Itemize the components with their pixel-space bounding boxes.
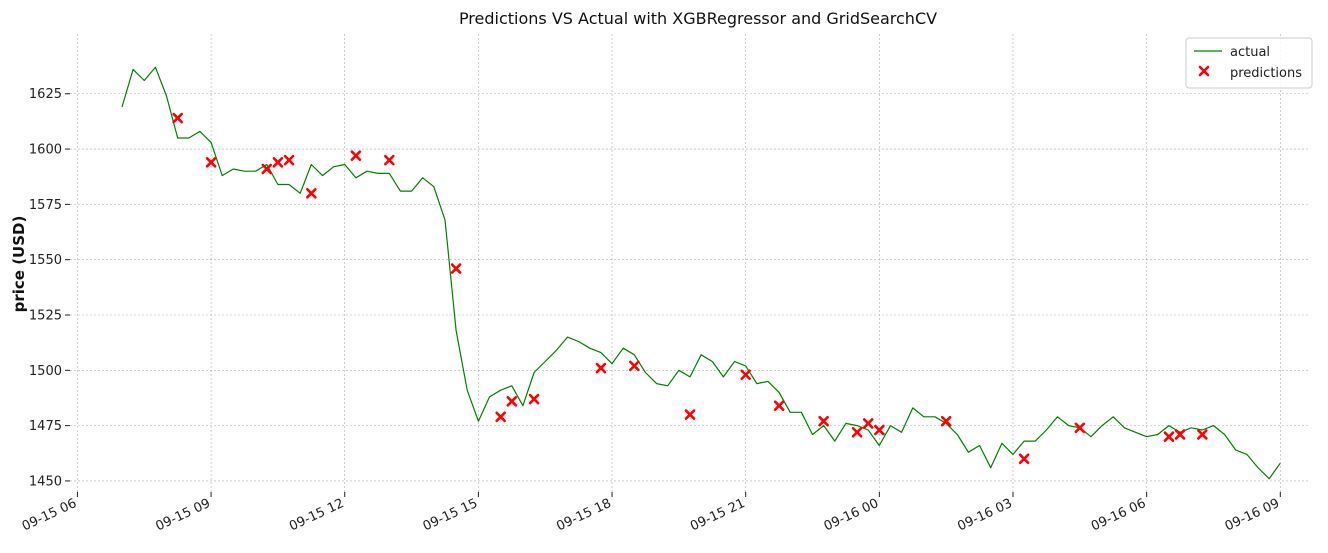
prediction-point xyxy=(261,163,273,175)
prediction-stroke xyxy=(1174,429,1186,440)
prediction-stroke xyxy=(818,415,829,427)
x-tick-label: 09-15 15 xyxy=(421,496,480,534)
prediction-stroke xyxy=(1163,431,1175,442)
prediction-point xyxy=(773,400,785,412)
prediction-point xyxy=(272,157,284,168)
prediction-stroke xyxy=(306,188,317,199)
prediction-point xyxy=(1163,431,1175,442)
prediction-point xyxy=(383,154,395,166)
x-tick-label: 09-15 18 xyxy=(554,496,613,534)
legend: actual predictions xyxy=(1185,37,1313,89)
prediction-stroke xyxy=(450,263,462,274)
prediction-stroke xyxy=(1074,422,1086,434)
prediction-stroke xyxy=(261,163,273,175)
x-tick-label: 09-15 21 xyxy=(688,496,747,534)
prediction-stroke xyxy=(740,369,751,381)
prediction-stroke xyxy=(684,409,696,420)
prediction-point xyxy=(506,395,518,407)
prediction-stroke xyxy=(205,157,217,168)
y-tick-label: 1600 xyxy=(29,143,62,158)
y-tick-label: 1500 xyxy=(29,364,62,379)
y-tick-label: 1625 xyxy=(29,87,62,102)
grid-lines xyxy=(70,34,1310,492)
y-tick-label: 1575 xyxy=(29,198,62,213)
x-tick-label: 09-15 12 xyxy=(287,496,346,534)
prediction-point xyxy=(1174,429,1186,440)
prediction-stroke xyxy=(851,426,863,438)
prediction-point xyxy=(874,424,885,436)
prediction-stroke xyxy=(874,424,885,436)
y-tick-label: 1525 xyxy=(29,308,62,323)
legend-actual-label: actual xyxy=(1230,45,1270,60)
prediction-stroke xyxy=(283,154,295,166)
prediction-point xyxy=(595,362,607,374)
prediction-stroke xyxy=(506,395,518,407)
prediction-point xyxy=(350,150,362,161)
x-axis-ticks: 09-15 06 09-15 09 09-15 12 09-15 15 09-15 18… xyxy=(20,492,1282,534)
legend-predictions-label: predictions xyxy=(1230,66,1302,81)
x-tick-label: 09-16 06 xyxy=(1089,496,1148,534)
prediction-stroke xyxy=(272,157,284,168)
prediction-stroke xyxy=(528,393,540,405)
prediction-point xyxy=(172,112,183,124)
y-axis-ticks: 1450 1475 1500 1525 1550 1575 1600 1625 xyxy=(29,87,70,489)
chart-title: Predictions VS Actual with XGBRegressor … xyxy=(459,9,937,28)
prediction-stroke xyxy=(595,362,607,374)
prediction-stroke xyxy=(862,418,874,429)
x-tick-label: 09-15 09 xyxy=(153,496,212,534)
prediction-point xyxy=(528,393,540,405)
prediction-point xyxy=(851,426,863,438)
x-tick-label: 09-16 09 xyxy=(1223,496,1282,534)
prediction-stroke xyxy=(350,150,362,161)
prediction-stroke xyxy=(383,154,395,166)
prediction-stroke xyxy=(773,400,785,412)
y-axis-label: price (USD) xyxy=(10,216,28,313)
prediction-stroke xyxy=(940,415,952,427)
prediction-point xyxy=(629,360,640,372)
prediction-point xyxy=(306,188,317,199)
y-tick-label: 1450 xyxy=(29,474,62,489)
prediction-point xyxy=(1197,429,1208,440)
prediction-stroke xyxy=(495,411,506,423)
actual-line xyxy=(121,66,1281,480)
prediction-point xyxy=(862,418,874,429)
prediction-stroke xyxy=(629,360,640,372)
x-tick-label: 09-16 03 xyxy=(955,496,1014,534)
prediction-stroke xyxy=(1018,453,1030,465)
legend-predictions-marker xyxy=(1198,65,1210,77)
actual-series xyxy=(121,66,1281,480)
y-tick-label: 1550 xyxy=(29,253,62,268)
prediction-point xyxy=(495,411,506,423)
prediction-stroke xyxy=(172,112,183,124)
prediction-point xyxy=(1074,422,1086,434)
y-tick-label: 1475 xyxy=(29,419,62,434)
prediction-stroke xyxy=(1197,429,1208,440)
prediction-point xyxy=(1018,453,1030,465)
x-tick-label: 09-16 00 xyxy=(822,496,881,534)
prediction-point xyxy=(450,263,462,274)
prediction-point xyxy=(684,409,696,420)
predictions-series xyxy=(172,112,1208,465)
prediction-point xyxy=(740,369,751,381)
prediction-point xyxy=(818,415,829,427)
prediction-point xyxy=(283,154,295,166)
x-tick-label: 09-15 06 xyxy=(20,496,79,534)
prediction-point xyxy=(940,415,952,427)
prediction-point xyxy=(205,157,217,168)
